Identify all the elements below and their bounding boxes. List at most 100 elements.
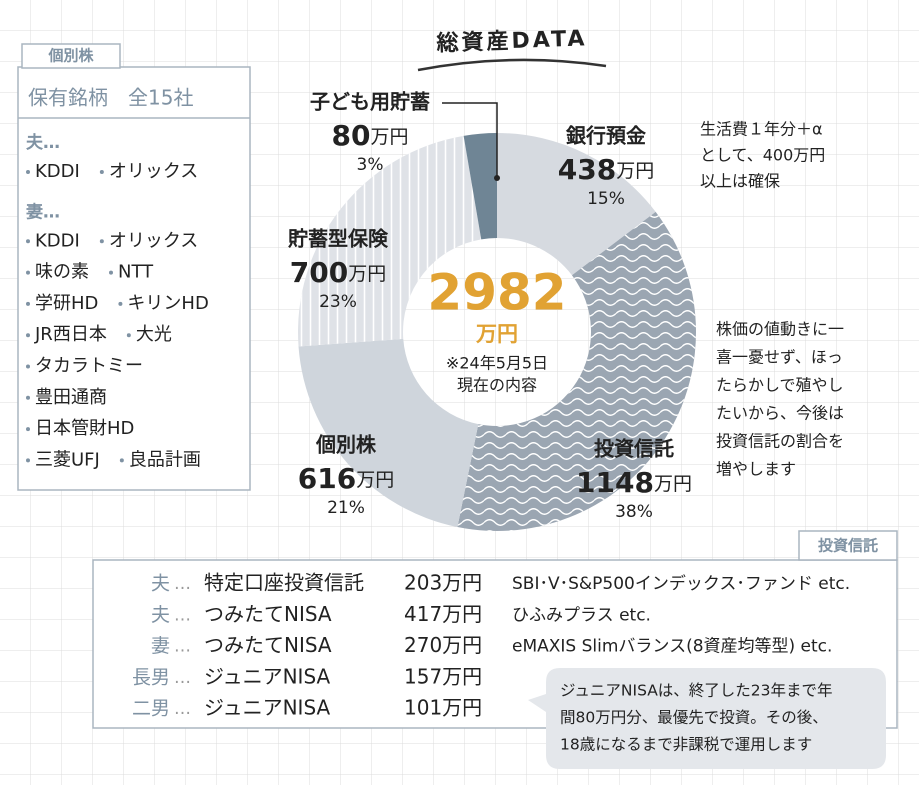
donut-slice <box>497 133 656 276</box>
stock-name: 日本管財HD <box>35 418 134 439</box>
stock-name: 味の素 <box>35 262 89 283</box>
stock-name: オリックス <box>109 161 198 182</box>
bullet <box>26 427 30 432</box>
slice-value: 80 <box>332 119 371 152</box>
bullet <box>126 333 131 338</box>
stock-name: 学研HD <box>35 293 98 314</box>
bullet <box>26 170 30 174</box>
annotation: たいから、今後は <box>716 404 844 423</box>
annotation: 増やします <box>716 460 796 479</box>
content: 銀行預金438万円15%投資信託1148万円38%個別株616万円21%貯蓄型保… <box>17 43 898 769</box>
title-underline <box>417 58 607 72</box>
speech-bubble <box>528 668 886 769</box>
slice-unit: 万円 <box>370 126 408 148</box>
slice-value: 700 <box>290 256 348 289</box>
slice-texture <box>457 211 697 532</box>
owner-label: 妻 <box>151 635 170 657</box>
owner-label: 妻… <box>26 202 60 222</box>
fund-name: ひふみプラス etc. <box>512 605 651 625</box>
slice-name: 個別株 <box>315 433 377 457</box>
bullet <box>26 395 30 400</box>
stock-name: オリックス <box>109 230 198 251</box>
slice-percent: 21% <box>327 498 365 518</box>
slice-percent: 15% <box>587 189 625 209</box>
slice-unit: 万円 <box>654 473 692 495</box>
account-name: つみたてNISA <box>204 633 332 657</box>
bullet <box>118 301 123 306</box>
slice-texture <box>298 135 482 347</box>
bullet <box>119 458 124 463</box>
separator: … <box>174 699 191 719</box>
amount: 417万円 <box>404 602 482 626</box>
slice-value-label: 1148万円 <box>576 466 692 499</box>
amount: 203万円 <box>404 571 482 595</box>
panel-frame <box>17 66 251 491</box>
slice-value: 616 <box>298 462 356 495</box>
donut-slice <box>298 338 479 528</box>
panel-heading: 保有銘柄 全15社 <box>28 86 193 110</box>
slice-percent: 3% <box>357 155 384 175</box>
slice-unit: 万円 <box>356 469 394 491</box>
slice-name: 投資信託 <box>594 437 674 461</box>
bubble-text: 間80万円分、最優先で投資。その後、 <box>560 709 828 727</box>
slice-value: 1148 <box>576 466 654 499</box>
amount: 157万円 <box>404 664 482 688</box>
panel-tab <box>798 530 898 561</box>
account-name: ジュニアNISA <box>204 696 331 720</box>
panel-tab <box>21 43 121 69</box>
stock-name: JR西日本 <box>34 324 107 345</box>
slice-value-label: 80万円 <box>332 119 409 152</box>
stock-name: タカラトミー <box>35 356 143 377</box>
owner-label: 夫 <box>151 573 170 595</box>
bullet <box>109 270 113 275</box>
stock-name: KDDI <box>35 161 80 182</box>
bullet <box>99 239 104 244</box>
slice-value-label: 438万円 <box>558 153 654 186</box>
stock-name: KDDI <box>35 230 80 251</box>
amount: 101万円 <box>404 696 482 720</box>
stock-name: キリンHD <box>127 293 208 314</box>
slice-value: 438 <box>558 153 616 186</box>
stock-name: 豊田通商 <box>35 387 107 408</box>
separator: … <box>174 668 191 688</box>
panel-tab-label: 投資信託 <box>818 537 878 555</box>
fund-name: eMAXIS Slimバランス(8資産均等型) etc. <box>512 637 832 657</box>
slice-name: 銀行預金 <box>565 124 646 148</box>
bullet <box>26 239 30 244</box>
annotation: 以上は確保 <box>700 172 780 191</box>
stock-name: NTT <box>118 262 154 283</box>
center-note: ※24年5月5日 <box>446 354 548 373</box>
owner-label: 夫 <box>151 604 170 626</box>
total-value: 2982 <box>427 264 566 322</box>
owner-label: 夫… <box>26 132 60 153</box>
bubble-text: ジュニアNISAは、終了した23年まで年 <box>560 682 833 700</box>
leader-line <box>442 102 498 178</box>
slice-unit: 万円 <box>348 263 386 285</box>
bullet <box>26 458 30 463</box>
account-name: つみたてNISA <box>204 602 332 626</box>
annotation: として、400万円 <box>700 146 825 165</box>
separator: … <box>174 574 191 594</box>
panel-tab-label: 個別株 <box>47 47 94 65</box>
total-unit: 万円 <box>475 322 518 346</box>
slice-name: 子ども用貯蓄 <box>310 90 430 114</box>
bullet <box>26 364 30 369</box>
bullet <box>99 170 104 174</box>
annotation: たらかしで殖やし <box>716 376 844 395</box>
donut-slice <box>463 133 497 240</box>
fund-name: SBI･V･S&P500インデックス･ファンド etc. <box>512 573 850 594</box>
bullet <box>26 333 30 338</box>
stock-name: 三菱UFJ <box>35 449 100 470</box>
annotation: 喜一憂せず、ほっ <box>716 348 843 367</box>
owner-label: 長男 <box>132 666 170 688</box>
slice-unit: 万円 <box>616 160 654 182</box>
stock-name: 良品計画 <box>129 449 201 470</box>
slice-percent: 38% <box>615 502 653 522</box>
slice-name: 貯蓄型保険 <box>288 227 389 251</box>
separator: … <box>174 605 191 625</box>
bullet <box>26 270 30 275</box>
slice-percent: 23% <box>319 292 357 312</box>
annotation: 投資信託の割合を <box>716 432 844 451</box>
account-name: ジュニアNISA <box>204 664 331 688</box>
